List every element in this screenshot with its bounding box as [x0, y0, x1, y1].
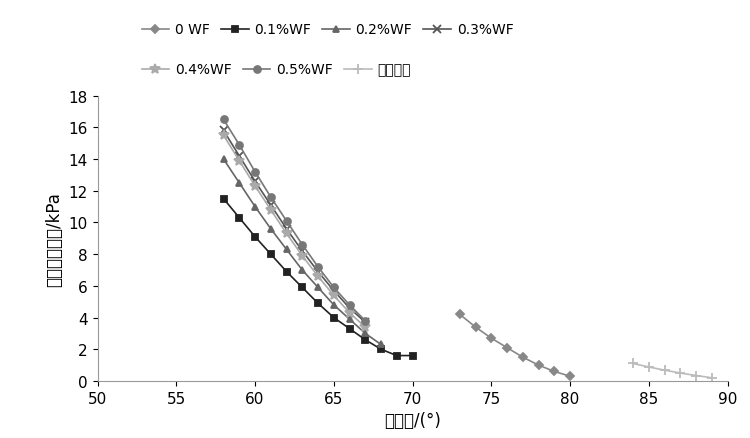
- 0.4%WF: [298, 254, 307, 259]
- 0.1%WF: [314, 301, 322, 306]
- 0.1%WF: [408, 353, 417, 358]
- 0.2%WF: [345, 317, 354, 322]
- 0.4%WF: [235, 159, 244, 164]
- 0.5%WF: [345, 303, 354, 308]
- 0.5%WF: [251, 170, 260, 175]
- 0 WF: [566, 374, 574, 379]
- 0.3%WF: [282, 226, 291, 232]
- 0.3%WF: [345, 306, 354, 311]
- 0.3%WF: [251, 179, 260, 184]
- X-axis label: 相位角/(°): 相位角/(°): [384, 411, 441, 429]
- Line: 0.3%WF: 0.3%WF: [219, 127, 370, 327]
- 0 WF: [550, 369, 559, 374]
- 0.2%WF: [314, 285, 322, 290]
- 0.4%WF: [361, 325, 370, 330]
- 0.3%WF: [298, 249, 307, 254]
- 0 WF: [455, 312, 464, 317]
- 0.5%WF: [361, 318, 370, 324]
- 0.4%WF: [219, 133, 228, 138]
- 0.4%WF: [251, 184, 260, 189]
- 基质氥青: [707, 375, 716, 381]
- 0.5%WF: [266, 195, 275, 200]
- 0.2%WF: [251, 205, 260, 210]
- 0.2%WF: [329, 303, 338, 308]
- Line: 0.5%WF: 0.5%WF: [220, 117, 369, 325]
- 0.5%WF: [329, 285, 338, 290]
- 0 WF: [471, 325, 480, 330]
- 0.4%WF: [314, 274, 322, 279]
- 0.1%WF: [329, 315, 338, 321]
- 0.5%WF: [314, 265, 322, 270]
- 0.1%WF: [361, 337, 370, 343]
- 0.2%WF: [219, 157, 228, 162]
- 0.2%WF: [298, 268, 307, 273]
- 基质氥青: [692, 373, 700, 378]
- 0.5%WF: [298, 242, 307, 247]
- 0 WF: [487, 336, 496, 341]
- 基质氥青: [644, 364, 653, 370]
- 0.5%WF: [235, 143, 244, 148]
- 0.1%WF: [392, 353, 401, 358]
- 0.5%WF: [282, 219, 291, 224]
- 0.2%WF: [376, 342, 386, 347]
- Legend: 0.4%WF, 0.5%WF, 基质氥青: 0.4%WF, 0.5%WF, 基质氥青: [136, 58, 416, 83]
- Line: 基质氥青: 基质氥青: [628, 359, 716, 383]
- 0.2%WF: [266, 226, 275, 232]
- 基质氥青: [628, 361, 638, 366]
- 基质氥青: [660, 367, 669, 373]
- 0.3%WF: [235, 154, 244, 159]
- 0.3%WF: [266, 203, 275, 208]
- 0.3%WF: [314, 269, 322, 275]
- 0.1%WF: [345, 326, 354, 332]
- 0.4%WF: [282, 231, 291, 237]
- 0.2%WF: [361, 331, 370, 336]
- 0.3%WF: [219, 128, 228, 134]
- 0.1%WF: [282, 269, 291, 275]
- 0.5%WF: [219, 117, 228, 123]
- 0.1%WF: [266, 252, 275, 257]
- Line: 0.4%WF: 0.4%WF: [219, 131, 370, 332]
- 基质氥青: [676, 371, 685, 376]
- 0 WF: [534, 363, 543, 368]
- 0.1%WF: [251, 234, 260, 240]
- 0.1%WF: [219, 197, 228, 202]
- 0.1%WF: [298, 285, 307, 290]
- 0.2%WF: [235, 181, 244, 186]
- 0 WF: [503, 345, 512, 350]
- 0 WF: [518, 355, 527, 360]
- 0.4%WF: [266, 208, 275, 213]
- Line: 0 WF: 0 WF: [457, 312, 573, 379]
- 0.3%WF: [329, 288, 338, 293]
- 0.4%WF: [345, 311, 354, 316]
- 0.1%WF: [235, 215, 244, 221]
- Line: 0.1%WF: 0.1%WF: [220, 196, 416, 359]
- 0.2%WF: [282, 247, 291, 252]
- 0.3%WF: [361, 320, 370, 325]
- Line: 0.2%WF: 0.2%WF: [220, 156, 385, 348]
- Y-axis label: 复数剪切模量/kPa: 复数剪切模量/kPa: [45, 191, 63, 286]
- 0.1%WF: [376, 347, 386, 352]
- 0.4%WF: [329, 293, 338, 298]
